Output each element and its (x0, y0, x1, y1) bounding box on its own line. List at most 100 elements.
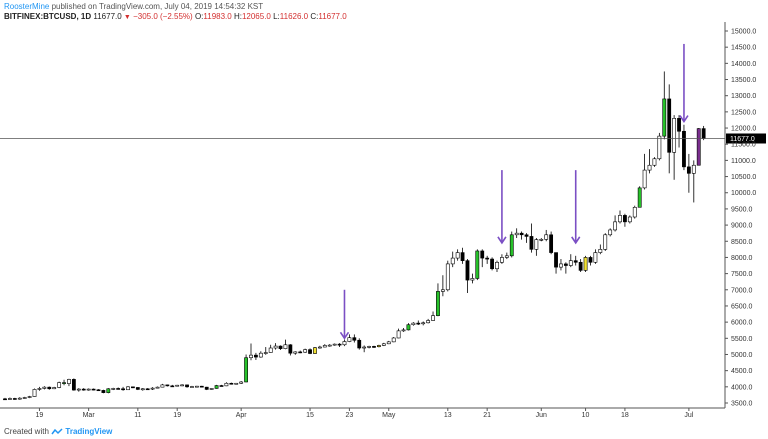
candle-body (91, 388, 96, 391)
candle (244, 354, 248, 383)
candle-body (327, 344, 332, 347)
candle (22, 396, 27, 399)
candle-body (554, 252, 558, 268)
candle (647, 149, 652, 174)
candle-body (357, 339, 362, 349)
candle-body (672, 118, 677, 153)
candle-body (568, 260, 573, 266)
candle (677, 115, 681, 148)
candle (229, 382, 234, 385)
candle (632, 205, 637, 219)
candle-body (175, 384, 180, 387)
candle-body (367, 346, 371, 348)
candle (219, 384, 224, 387)
candle (613, 215, 617, 232)
symbol-label[interactable]: BITFINEX:BTCUSD, 1D (4, 12, 92, 21)
candle-body (131, 386, 135, 389)
candle-body (524, 234, 529, 237)
candle (475, 249, 480, 281)
price-axis[interactable]: 3500.0 4000.0 4500.0 5000.0 5500.0 6000.0 6500… (725, 29, 756, 408)
candle-body (111, 388, 116, 390)
close-value: 11677.0 (318, 12, 347, 21)
candle (578, 259, 583, 272)
candle-body (460, 252, 465, 261)
candle (514, 228, 519, 239)
y-tick-label: 13500.0 (731, 77, 756, 84)
candle (470, 273, 475, 284)
candle-body (160, 384, 165, 388)
candle-body (229, 382, 234, 385)
candle (657, 132, 662, 161)
candle-body (170, 385, 175, 388)
candle-body (71, 379, 76, 391)
chart-frame (0, 22, 726, 409)
y-tick-label: 15000.0 (731, 29, 756, 36)
candle-body (701, 128, 706, 139)
high-label: H: (233, 12, 242, 21)
x-tick-label: 18 (621, 412, 629, 419)
candle (401, 327, 406, 332)
price-change: −305.0 (−2.55%) (133, 12, 193, 21)
candle-body (322, 345, 327, 348)
candle (495, 260, 499, 272)
candle (155, 386, 160, 389)
candle (504, 252, 509, 260)
y-tick-label: 8500.0 (731, 239, 753, 246)
candle (559, 259, 563, 271)
x-tick-label: Jul (684, 412, 693, 419)
x-tick-label: Apr (236, 412, 248, 419)
tradingview-brand-link[interactable]: TradingView (65, 427, 113, 436)
candle (421, 321, 426, 326)
candle (406, 323, 411, 331)
candle-body (145, 388, 150, 391)
candle (450, 251, 455, 268)
candle-body (450, 257, 455, 265)
candle (283, 339, 288, 350)
y-tick-label: 12000.0 (731, 126, 756, 133)
candle (288, 344, 293, 356)
tradingview-logo-icon (51, 428, 63, 435)
candle (701, 125, 706, 141)
candle-body (667, 98, 672, 153)
x-tick-label: May (382, 412, 396, 419)
candle (278, 345, 283, 350)
candle (686, 153, 691, 193)
time-axis[interactable]: 19 Mar 11 19 Apr 15 23 May 13 21 Jun 10 18 Jul (36, 408, 694, 419)
ohlc-legend: BITFINEX:BTCUSD, 1D 11677.0 ▼ −305.0 (−2… (4, 12, 347, 23)
candle-body (52, 387, 57, 390)
y-tick-label: 7500.0 (731, 271, 753, 278)
candle-body (62, 382, 66, 384)
candle (696, 128, 701, 166)
candle-body (691, 164, 696, 174)
candle (583, 255, 588, 272)
candle (268, 344, 273, 353)
candle-body (608, 229, 613, 236)
x-tick-label: 21 (483, 412, 491, 419)
candle-body (96, 389, 101, 392)
footer: Created with TradingView (4, 426, 112, 437)
y-tick-label: 6000.0 (731, 320, 753, 327)
candle-body (416, 322, 421, 325)
candle (160, 383, 165, 388)
candle-body (32, 389, 37, 397)
candle (396, 328, 401, 339)
x-tick-label: 19 (36, 412, 44, 419)
candle (332, 343, 337, 346)
candle (544, 229, 549, 242)
candle-body (278, 345, 283, 349)
x-tick-label: 13 (444, 412, 452, 419)
candle-body (495, 261, 499, 270)
candle-body (445, 263, 450, 291)
candle-body (406, 324, 411, 331)
candle (381, 342, 386, 347)
candle (431, 311, 435, 321)
candle-body (436, 291, 440, 316)
candle-body (632, 206, 637, 218)
candle-body (308, 349, 312, 354)
candle (377, 344, 381, 348)
candle (667, 84, 672, 174)
author-link[interactable]: RoosterMine (4, 2, 50, 11)
candle-body (254, 354, 258, 358)
candle-body (549, 234, 554, 253)
